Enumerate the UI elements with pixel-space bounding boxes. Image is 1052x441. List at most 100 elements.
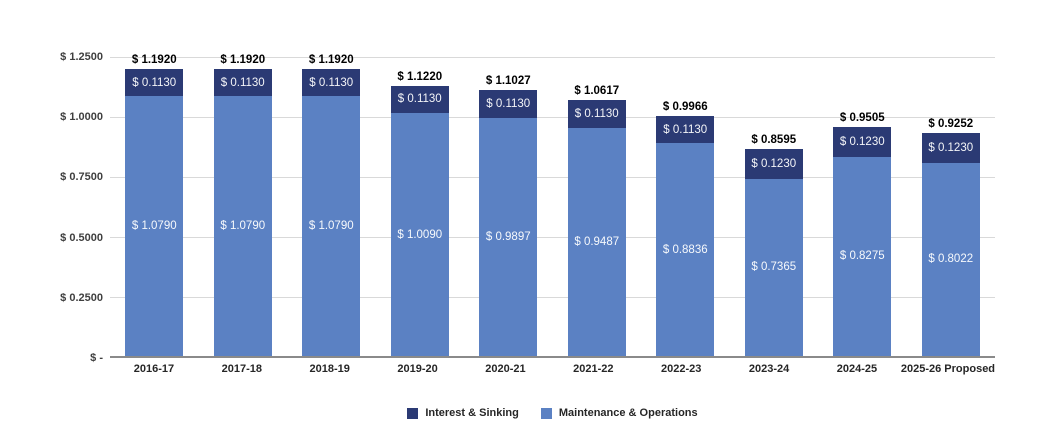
- x-category-label: 2020-21: [485, 363, 526, 375]
- bar-slot: $ 1.1920 $ 0.1130 $ 1.0790: [110, 54, 199, 356]
- bar-slot: $ 1.1027 $ 0.1130 $ 0.9897: [464, 57, 553, 356]
- x-category-label: 2021-22: [573, 363, 614, 375]
- maintenance-operations-segment: $ 0.8275: [833, 156, 891, 356]
- interest-sinking-segment: $ 0.1130: [656, 116, 714, 144]
- x-category-label: 2022-23: [661, 363, 702, 375]
- gridline: [110, 176, 995, 178]
- total-data-label: $ 1.1920: [131, 53, 177, 66]
- stacked-bar: $ 0.1130 $ 1.0790: [302, 68, 360, 356]
- stacked-bar: $ 0.1130 $ 0.9897: [479, 90, 537, 356]
- stacked-bar: $ 0.1130 $ 1.0790: [125, 68, 183, 356]
- bar-slot: $ 0.9505 $ 0.1230 $ 0.8275: [818, 57, 907, 356]
- gridline: [110, 56, 995, 58]
- maintenance-operations-segment: $ 0.7365: [744, 178, 803, 356]
- legend-item: Interest & Sinking: [407, 407, 519, 419]
- bars-container: $ 1.1920 $ 0.1130 $ 1.0790 $ 1.1920 $ 0.1130…: [110, 54, 995, 356]
- x-category-label: 2019-20: [397, 363, 438, 375]
- segment-data-label: $ 0.1130: [574, 107, 619, 120]
- segment-data-label: $ 1.0790: [308, 220, 354, 233]
- x-category-label: 2025-26 Proposed: [900, 363, 996, 375]
- x-category-label: 2018-19: [309, 363, 350, 375]
- segment-data-label: $ 0.1130: [663, 123, 708, 136]
- x-category-label: 2023-24: [748, 363, 790, 375]
- interest-sinking-segment: $ 0.1230: [744, 149, 803, 179]
- total-data-label: $ 0.9966: [662, 101, 708, 114]
- stacked-bar: $ 0.1130 $ 1.0090: [390, 85, 449, 356]
- segment-data-label: $ 0.8836: [662, 243, 708, 256]
- y-tick-label: $ 1.2500: [60, 51, 103, 63]
- interest-sinking-segment: $ 0.1130: [390, 85, 449, 114]
- total-data-label: $ 1.1920: [220, 53, 266, 66]
- total-data-label: $ 0.8595: [751, 134, 797, 147]
- segment-data-label: $ 0.1130: [309, 76, 354, 89]
- segment-data-label: $ 0.1230: [928, 142, 974, 155]
- bar-slot: $ 0.8595 $ 0.1230 $ 0.7365: [730, 57, 819, 356]
- stacked-bar: $ 0.1130 $ 0.9487: [567, 100, 626, 356]
- segment-data-label: $ 1.0090: [397, 228, 443, 241]
- bar-slot: $ 0.9966 $ 0.1130 $ 0.8836: [641, 57, 730, 356]
- stacked-bar: $ 0.1230 $ 0.7365: [744, 149, 803, 356]
- interest-sinking-segment: $ 0.1230: [833, 127, 891, 157]
- segment-data-label: $ 0.8275: [839, 250, 885, 263]
- segment-data-label: $ 0.1130: [397, 93, 442, 106]
- segment-data-label: $ 0.9897: [485, 230, 531, 243]
- total-data-label: $ 0.9505: [839, 112, 885, 125]
- x-category-label: 2024-25: [836, 363, 878, 375]
- stacked-bar: $ 0.1130 $ 0.8836: [656, 116, 714, 356]
- legend-item: Maintenance & Operations: [540, 407, 698, 419]
- legend-label: Maintenance & Operations: [558, 407, 698, 419]
- maintenance-operations-segment: $ 0.8836: [656, 143, 714, 356]
- bar-slot: $ 1.1920 $ 0.1130 $ 1.0790: [287, 54, 376, 356]
- x-category-label: 2017-18: [221, 363, 262, 375]
- total-data-label: $ 1.1920: [308, 53, 354, 66]
- maintenance-operations-segment: $ 1.0090: [390, 113, 449, 356]
- interest-sinking-segment: $ 0.1130: [213, 68, 272, 97]
- bar-slot: $ 1.1220 $ 0.1130 $ 1.0090: [376, 57, 465, 356]
- segment-data-label: $ 0.1130: [132, 76, 177, 89]
- legend-swatch-icon: [407, 407, 419, 419]
- segment-data-label: $ 0.9487: [574, 235, 620, 248]
- total-data-label: $ 1.0617: [574, 85, 620, 98]
- stacked-bar: $ 0.1230 $ 0.8022: [921, 133, 980, 356]
- legend: Interest & Sinking Maintenance & Operatio…: [110, 407, 995, 419]
- segment-data-label: $ 0.8022: [928, 253, 974, 266]
- maintenance-operations-segment: $ 1.0790: [213, 96, 272, 356]
- legend-label: Interest & Sinking: [425, 407, 519, 419]
- interest-sinking-segment: $ 0.1130: [479, 90, 537, 118]
- interest-sinking-segment: $ 0.1130: [567, 100, 626, 128]
- plot-area: $ 1.1920 $ 0.1130 $ 1.0790 $ 1.1920 $ 0.1130…: [110, 54, 995, 358]
- gridline: [110, 297, 995, 299]
- segment-data-label: $ 1.0790: [220, 220, 266, 233]
- segment-data-label: $ 1.0790: [131, 220, 177, 233]
- segment-data-label: $ 0.1130: [486, 98, 531, 111]
- segment-data-label: $ 0.1230: [751, 157, 797, 170]
- total-data-label: $ 0.9252: [928, 118, 974, 131]
- x-axis-labels: 2016-17 2017-18 2018-19 2019-20 2020-21 2021-…: [110, 363, 995, 375]
- y-tick-label: $ -: [90, 352, 103, 364]
- y-axis-labels: $ 1.2500 $ 1.0000 $ 0.7500 $ 0.5000 $ 0.2500…: [0, 51, 103, 364]
- stacked-bar: $ 0.1130 $ 1.0790: [213, 68, 272, 356]
- segment-data-label: $ 0.7365: [751, 261, 797, 274]
- maintenance-operations-segment: $ 1.0790: [125, 96, 183, 356]
- interest-sinking-segment: $ 0.1130: [125, 68, 183, 97]
- total-data-label: $ 1.1220: [397, 70, 443, 83]
- y-tick-label: $ 1.0000: [60, 111, 103, 124]
- legend-swatch-icon: [540, 407, 552, 419]
- interest-sinking-segment: $ 0.1230: [921, 133, 980, 163]
- segment-data-label: $ 0.1230: [839, 135, 885, 148]
- bar-slot: $ 1.1920 $ 0.1130 $ 1.0790: [199, 54, 288, 356]
- maintenance-operations-segment: $ 0.8022: [921, 162, 980, 356]
- y-tick-label: $ 0.7500: [60, 171, 103, 184]
- maintenance-operations-segment: $ 0.9487: [567, 127, 626, 356]
- segment-data-label: $ 0.1130: [220, 76, 265, 89]
- y-tick-label: $ 0.5000: [60, 231, 103, 244]
- stacked-bar: $ 0.1230 $ 0.8275: [833, 127, 891, 356]
- maintenance-operations-segment: $ 1.0790: [302, 96, 360, 356]
- y-tick-label: $ 0.2500: [60, 291, 103, 304]
- gridline: [110, 116, 995, 118]
- x-category-label: 2016-17: [133, 363, 175, 375]
- total-data-label: $ 1.1027: [485, 75, 531, 88]
- interest-sinking-segment: $ 0.1130: [302, 68, 360, 97]
- bar-slot: $ 1.0617 $ 0.1130 $ 0.9487: [553, 57, 642, 356]
